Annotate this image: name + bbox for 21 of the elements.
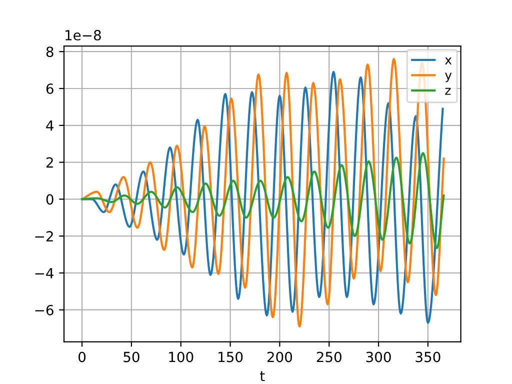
x-tick-label: 350 — [416, 352, 440, 362]
legend-label: x — [445, 57, 452, 64]
y-tick-label: 0 — [46, 194, 54, 205]
y-tick-label: 6 — [46, 83, 54, 94]
y-tick-label: 8 — [46, 46, 54, 58]
x-tick-label: 300 — [366, 352, 391, 362]
y-tick-label: 4 — [46, 120, 54, 131]
x-axis-title: t — [260, 371, 265, 382]
x-tick-label: 200 — [267, 352, 292, 362]
x-tick-label: 100 — [169, 352, 194, 362]
x-tick-label: 250 — [316, 352, 342, 362]
x-tick-label: 50 — [124, 352, 140, 362]
y-tick-label: 2 — [46, 157, 53, 168]
text: 1e−8 — [66, 30, 101, 40]
y-tick-label: −6 — [35, 304, 54, 316]
legend-label: z — [445, 88, 451, 95]
x-tick-label: 150 — [218, 352, 243, 362]
legend-label: y — [445, 72, 452, 82]
y-tick-label: −2 — [35, 231, 53, 242]
x-tick-label: 0 — [78, 352, 86, 362]
y-tick-label: −4 — [35, 268, 54, 278]
